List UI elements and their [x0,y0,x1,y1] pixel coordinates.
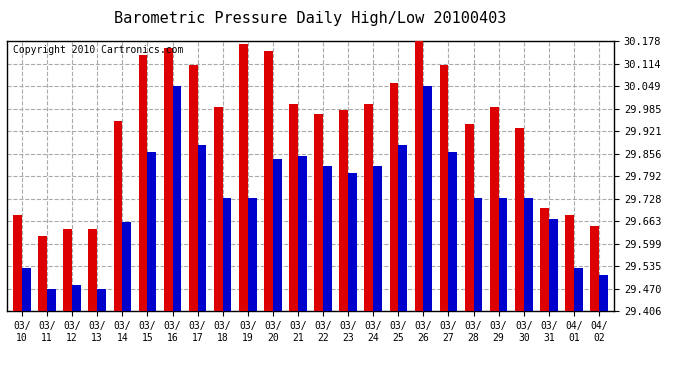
Text: Barometric Pressure Daily High/Low 20100403: Barometric Pressure Daily High/Low 20100… [115,11,506,26]
Bar [239,44,248,311]
Bar [97,289,106,311]
Bar [264,51,273,311]
Bar [22,268,31,311]
Bar [314,114,323,311]
Bar [139,54,148,311]
Bar [574,268,583,311]
Bar [415,40,424,311]
Bar [13,215,22,311]
Bar [448,153,457,311]
Bar [549,219,558,311]
Bar [72,285,81,311]
Bar [465,124,473,311]
Bar [364,104,373,311]
Bar [473,198,482,311]
Bar [348,174,357,311]
Bar [323,166,332,311]
Bar [565,215,574,311]
Bar [339,111,348,311]
Bar [63,230,72,311]
Bar [599,275,608,311]
Bar [540,209,549,311]
Bar [590,226,599,311]
Text: Copyright 2010 Cartronics.com: Copyright 2010 Cartronics.com [13,45,184,55]
Bar [398,146,407,311]
Bar [189,65,197,311]
Bar [524,198,533,311]
Bar [164,48,172,311]
Bar [390,82,398,311]
Bar [298,156,307,311]
Bar [499,198,507,311]
Bar [197,146,206,311]
Bar [490,107,499,311]
Bar [223,198,231,311]
Bar [38,236,47,311]
Bar [47,289,56,311]
Bar [248,198,257,311]
Bar [122,222,131,311]
Bar [214,107,223,311]
Bar [440,65,449,311]
Bar [424,86,432,311]
Bar [373,166,382,311]
Bar [114,121,122,311]
Bar [148,153,156,311]
Bar [273,159,282,311]
Bar [289,104,298,311]
Bar [515,128,524,311]
Bar [172,86,181,311]
Bar [88,230,97,311]
